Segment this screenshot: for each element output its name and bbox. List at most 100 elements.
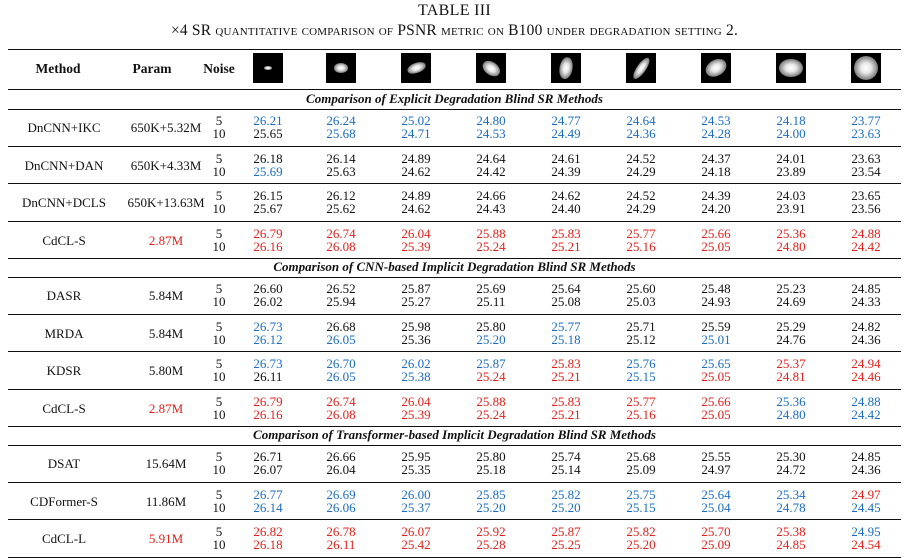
psnr-value: 26.16 [253, 238, 283, 254]
row-rule [8, 258, 901, 259]
psnr-value: 24.43 [476, 201, 506, 216]
psnr-value: 26.52 [326, 281, 356, 296]
psnr-value: 26.08 [326, 238, 356, 254]
psnr-value: 25.65 [253, 126, 283, 141]
psnr-value: 25.68 [626, 449, 656, 464]
psnr-value: 25.01 [701, 331, 731, 347]
method-name: DnCNN+DAN [24, 157, 104, 173]
psnr-value: 26.04 [401, 225, 431, 241]
psnr-value: 24.03 [776, 188, 806, 203]
header-method: Method [35, 61, 81, 76]
psnr-value: 25.80 [476, 449, 506, 464]
psnr-value: 24.42 [851, 238, 881, 254]
psnr-value: 26.07 [253, 462, 283, 477]
psnr-value: 25.63 [326, 163, 356, 179]
psnr-value: 26.73 [253, 318, 283, 334]
psnr-value: 25.69 [253, 163, 283, 179]
section-rule [8, 277, 901, 278]
noise-level: 10 [212, 294, 226, 309]
psnr-value: 25.82 [551, 486, 581, 502]
psnr-value: 25.85 [476, 486, 506, 502]
psnr-value: 25.67 [253, 201, 283, 216]
psnr-value: 25.69 [476, 281, 506, 296]
psnr-value: 26.18 [253, 150, 283, 166]
header-param: Param [132, 61, 172, 76]
psnr-value: 24.62 [551, 188, 581, 203]
psnr-value: 25.92 [476, 524, 506, 539]
psnr-value: 24.53 [476, 126, 506, 141]
method-name: CdCL-S [42, 232, 86, 248]
psnr-value: 23.63 [851, 150, 881, 166]
row-rule [8, 519, 901, 520]
kernel-1-icon [253, 53, 283, 83]
noise-level: 10 [212, 331, 226, 347]
noise-level: 10 [212, 126, 226, 141]
psnr-value: 23.91 [776, 201, 806, 216]
psnr-value: 24.66 [476, 188, 506, 203]
section-heading: Comparison of Transformer-based Implicit… [253, 427, 656, 442]
psnr-value: 25.76 [626, 356, 656, 371]
kernel-5-icon [551, 53, 581, 83]
psnr-value: 25.20 [476, 499, 506, 515]
kernel-7-icon [701, 53, 731, 83]
psnr-value: 25.77 [551, 318, 581, 334]
psnr-value: 25.59 [701, 318, 731, 334]
kernel-2-icon [326, 53, 356, 83]
psnr-value: 26.79 [253, 393, 283, 409]
psnr-value: 23.65 [851, 188, 881, 203]
psnr-value: 25.15 [626, 369, 656, 384]
psnr-value: 25.94 [326, 294, 356, 309]
psnr-value: 26.14 [326, 150, 356, 166]
psnr-value: 26.05 [326, 369, 356, 384]
psnr-value: 25.77 [626, 393, 656, 409]
psnr-value: 24.18 [701, 163, 731, 179]
psnr-value: 26.24 [326, 113, 356, 128]
psnr-value: 24.85 [851, 449, 881, 464]
psnr-value: 26.82 [253, 524, 283, 539]
psnr-value: 26.12 [326, 188, 356, 203]
psnr-value: 24.94 [851, 356, 881, 371]
psnr-value: 24.36 [851, 462, 881, 477]
psnr-value: 25.65 [701, 356, 731, 371]
psnr-value: 24.20 [701, 201, 731, 216]
psnr-value: 25.20 [551, 499, 581, 515]
psnr-value: 24.78 [776, 499, 806, 515]
noise-level: 10 [212, 462, 226, 477]
section-rule [8, 109, 901, 110]
psnr-value: 26.79 [253, 225, 283, 241]
psnr-value: 24.28 [701, 126, 731, 141]
psnr-value: 24.80 [776, 238, 806, 254]
psnr-value: 24.82 [851, 318, 881, 334]
psnr-value: 25.21 [551, 238, 581, 254]
psnr-value: 24.45 [851, 499, 881, 515]
psnr-value: 25.14 [551, 462, 581, 477]
psnr-value: 25.24 [476, 238, 506, 254]
psnr-value: 25.02 [401, 113, 431, 128]
psnr-value: 26.16 [253, 406, 283, 422]
psnr-value: 24.29 [626, 201, 656, 216]
psnr-value: 26.14 [253, 499, 283, 515]
psnr-value: 25.98 [401, 318, 431, 334]
param-value: 2.87M [148, 400, 184, 416]
psnr-value: 26.07 [401, 524, 431, 539]
noise-level: 5 [215, 225, 223, 241]
psnr-value: 25.29 [776, 318, 806, 334]
psnr-value: 25.62 [326, 201, 356, 216]
psnr-value: 24.88 [851, 393, 881, 409]
noise-level: 5 [215, 486, 223, 502]
psnr-value: 26.02 [253, 294, 283, 309]
row-rule [8, 220, 901, 222]
psnr-value: 25.18 [551, 331, 581, 347]
psnr-value: 25.24 [476, 406, 506, 422]
row-rule [8, 481, 901, 483]
noise-level: 5 [215, 393, 223, 409]
psnr-value: 25.77 [626, 225, 656, 241]
psnr-value: 25.05 [701, 238, 731, 254]
psnr-value: 25.82 [626, 524, 656, 539]
psnr-value: 25.39 [401, 238, 431, 254]
psnr-value: 24.54 [851, 537, 881, 552]
psnr-value: 26.71 [253, 449, 283, 464]
psnr-value: 25.37 [401, 499, 431, 515]
top-rule [8, 49, 901, 50]
psnr-value: 24.93 [701, 294, 731, 309]
